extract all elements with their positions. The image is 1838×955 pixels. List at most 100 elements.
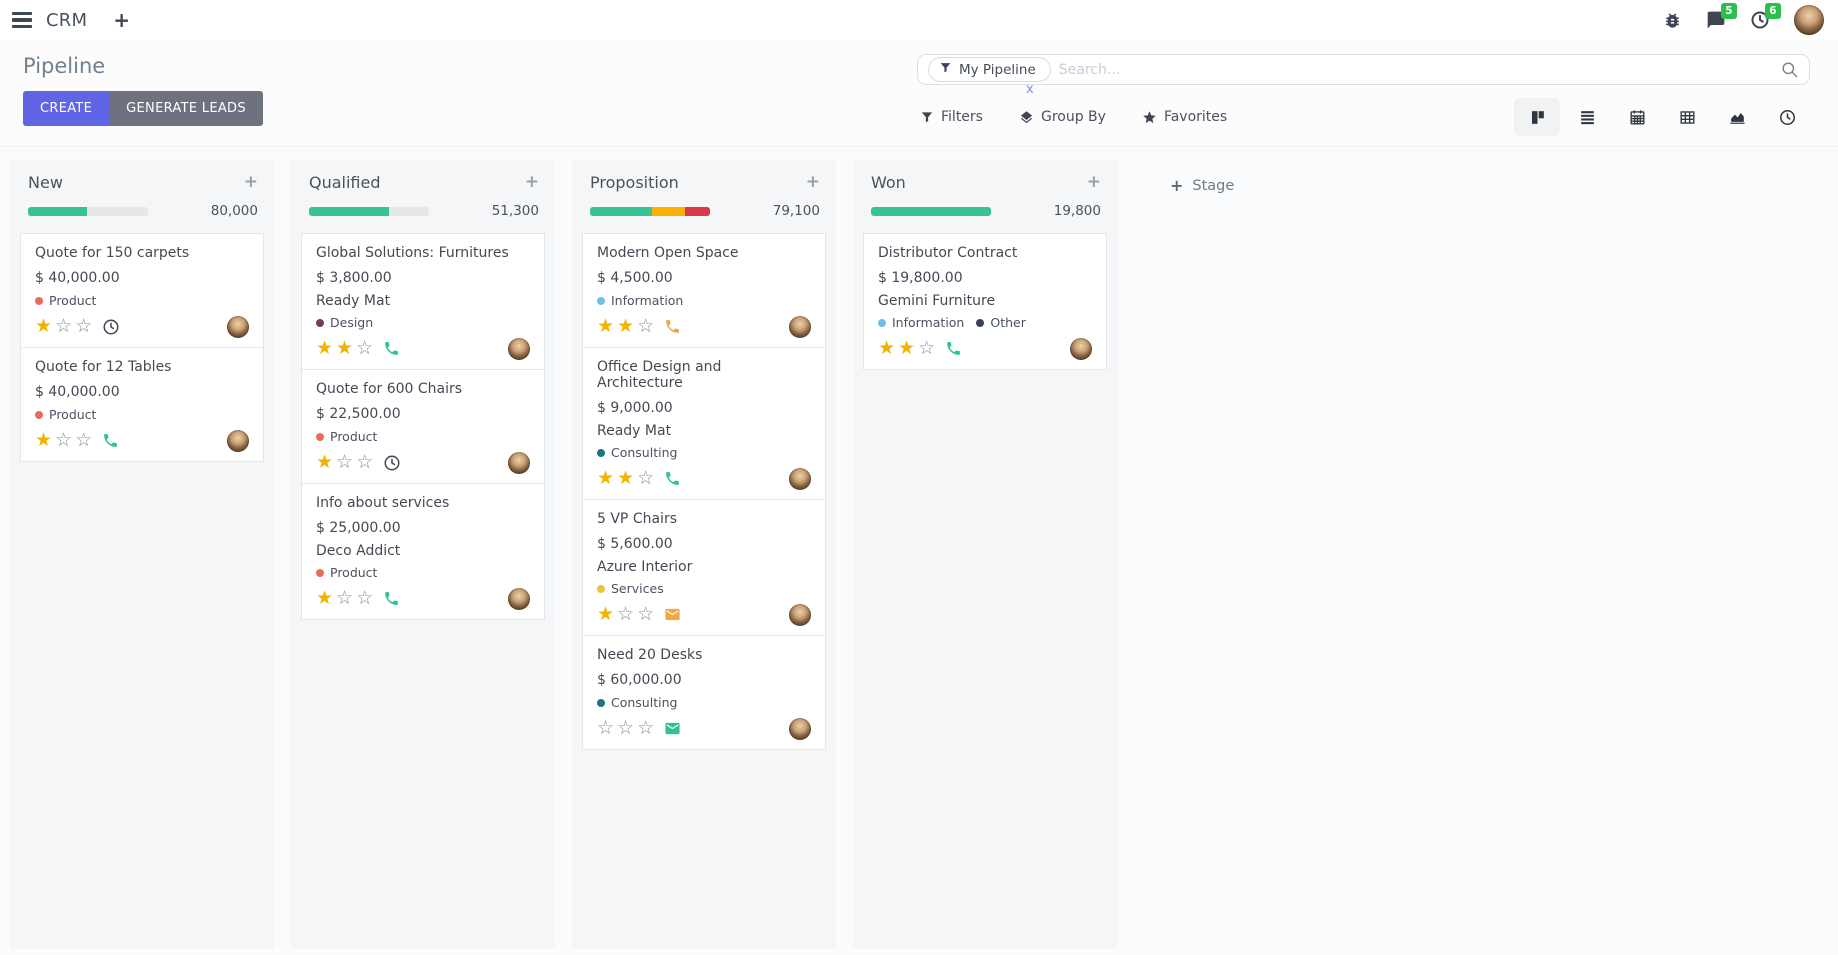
kanban-card[interactable]: Quote for 150 carpets $ 40,000.00 Produc… (20, 233, 264, 348)
phone-icon[interactable] (945, 340, 962, 357)
card-tag: Other (976, 315, 1026, 330)
filter-funnel-icon (939, 61, 952, 78)
activity-view-icon[interactable] (1764, 98, 1810, 136)
user-avatar[interactable] (1794, 5, 1824, 35)
card-amount: $ 25,000.00 (316, 520, 401, 536)
avatar[interactable] (508, 451, 530, 474)
avatar[interactable] (789, 315, 811, 338)
search-bar[interactable]: My Pipeline x Search... (917, 54, 1810, 97)
calendar-view-icon[interactable] (1614, 98, 1660, 136)
card-title: Info about services (316, 495, 450, 511)
search-icon[interactable] (1780, 60, 1799, 79)
kanban-card[interactable]: Distributor Contract $ 19,800.00 Gemini … (863, 233, 1107, 370)
kanban-card[interactable]: Quote for 600 Chairs $ 22,500.00 Product… (301, 369, 545, 484)
avatar[interactable] (508, 587, 530, 610)
priority-stars[interactable]: ★☆☆ (35, 429, 96, 451)
activities-clock-icon[interactable]: 6 (1750, 3, 1781, 30)
kanban-card[interactable]: Office Design and Architecture $ 9,000.0… (582, 347, 826, 500)
avatar[interactable] (508, 337, 530, 360)
phone-icon[interactable] (102, 432, 119, 449)
generate-leads-button[interactable]: GENERATE LEADS (109, 91, 263, 126)
column-progressbar[interactable] (590, 206, 710, 216)
kanban-card[interactable]: 5 VP Chairs $ 5,600.00 Azure Interior Se… (582, 499, 826, 636)
layers-icon (1019, 110, 1034, 125)
column-quick-add-icon[interactable]: + (524, 172, 539, 192)
phone-icon[interactable] (664, 318, 681, 335)
messages-badge: 5 (1720, 3, 1737, 19)
avatar[interactable] (789, 603, 811, 626)
column-title[interactable]: New (28, 172, 63, 192)
search-facet[interactable]: My Pipeline (928, 57, 1051, 82)
kanban-column-proposition: Proposition + 79,100 Modern Open Space $… (572, 160, 836, 949)
column-progressbar[interactable] (309, 206, 429, 216)
column-title[interactable]: Qualified (309, 172, 381, 192)
add-stage-button[interactable]: + Stage (1144, 170, 1388, 195)
tag-dot (597, 698, 605, 707)
kanban-card[interactable]: Quote for 12 Tables $ 40,000.00 Product … (20, 347, 264, 462)
priority-stars[interactable]: ★☆☆ (316, 587, 377, 609)
card-tag: Product (35, 407, 96, 422)
tag-dot (597, 296, 605, 305)
kanban-card[interactable]: Info about services $ 25,000.00 Deco Add… (301, 483, 545, 620)
column-total: 80,000 (210, 203, 258, 219)
avatar[interactable] (789, 717, 811, 740)
card-title: Modern Open Space (597, 245, 739, 261)
group-by-menu[interactable]: Group By (1019, 109, 1106, 125)
column-progressbar[interactable] (28, 206, 148, 216)
debug-bug-icon[interactable] (1663, 11, 1682, 30)
column-title[interactable]: Won (871, 172, 906, 192)
add-tab-icon[interactable]: + (113, 8, 130, 32)
kanban-view-icon[interactable] (1514, 98, 1560, 136)
column-title[interactable]: Proposition (590, 172, 679, 192)
favorites-menu[interactable]: Favorites (1142, 109, 1227, 125)
messages-icon[interactable]: 5 (1706, 3, 1737, 30)
priority-stars[interactable]: ★★☆ (316, 337, 377, 359)
facet-remove-icon[interactable]: x (1026, 82, 1034, 97)
card-partner: Deco Addict (316, 543, 401, 559)
priority-stars[interactable]: ★★☆ (597, 315, 658, 337)
column-quick-add-icon[interactable]: + (1086, 172, 1101, 192)
mail-icon[interactable] (664, 720, 681, 737)
avatar[interactable] (1070, 337, 1092, 360)
avatar[interactable] (227, 315, 249, 338)
tag-dot (878, 318, 886, 327)
app-name[interactable]: CRM (46, 9, 88, 31)
column-quick-add-icon[interactable]: + (805, 172, 820, 192)
card-title: Distributor Contract (878, 245, 1018, 261)
priority-stars[interactable]: ★☆☆ (316, 451, 377, 473)
priority-stars[interactable]: ☆☆☆ (597, 717, 658, 739)
tag-dot (597, 584, 605, 593)
tag-dot (316, 432, 324, 441)
kanban-card[interactable]: Global Solutions: Furnitures $ 3,800.00 … (301, 233, 545, 370)
avatar[interactable] (227, 429, 249, 452)
filters-label: Filters (941, 109, 983, 125)
priority-stars[interactable]: ★★☆ (878, 337, 939, 359)
column-total: 19,800 (1053, 203, 1101, 219)
card-amount: $ 19,800.00 (878, 270, 963, 286)
apps-menu-icon[interactable] (12, 11, 32, 29)
priority-stars[interactable]: ★★☆ (597, 467, 658, 489)
avatar[interactable] (789, 467, 811, 490)
phone-icon[interactable] (664, 470, 681, 487)
pivot-view-icon[interactable] (1664, 98, 1710, 136)
kanban-card[interactable]: Modern Open Space $ 4,500.00 Information… (582, 233, 826, 348)
list-view-icon[interactable] (1564, 98, 1610, 136)
filters-menu[interactable]: Filters (920, 109, 983, 125)
kanban-card[interactable]: Need 20 Desks $ 60,000.00 Consulting ☆☆☆ (582, 635, 826, 750)
phone-icon[interactable] (383, 590, 400, 607)
kanban-column-won: Won + 19,800 Distributor Contract $ 19,8… (853, 160, 1117, 949)
card-title: Quote for 150 carpets (35, 245, 190, 261)
clock-icon[interactable] (383, 454, 401, 472)
create-button[interactable]: CREATE (23, 91, 110, 126)
card-amount: $ 5,600.00 (597, 536, 673, 552)
column-progressbar[interactable] (871, 206, 991, 216)
search-input[interactable]: Search... (1058, 61, 1121, 78)
priority-stars[interactable]: ★☆☆ (35, 315, 96, 337)
clock-icon[interactable] (102, 318, 120, 336)
card-tag: Product (316, 429, 377, 444)
mail-icon[interactable] (664, 606, 681, 623)
phone-icon[interactable] (383, 340, 400, 357)
priority-stars[interactable]: ★☆☆ (597, 603, 658, 625)
graph-view-icon[interactable] (1714, 98, 1760, 136)
column-quick-add-icon[interactable]: + (243, 172, 258, 192)
